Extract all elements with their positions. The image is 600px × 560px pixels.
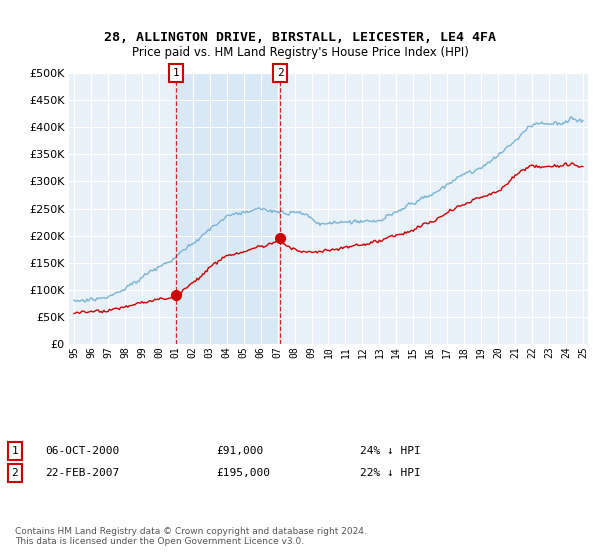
Text: 28, ALLINGTON DRIVE, BIRSTALL, LEICESTER, LE4 4FA: 28, ALLINGTON DRIVE, BIRSTALL, LEICESTER…: [104, 31, 496, 44]
Bar: [176, 73, 280, 344]
Text: Contains HM Land Registry data © Crown copyright and database right 2024.
This d: Contains HM Land Registry data © Crown c…: [15, 526, 367, 546]
Text: 2: 2: [11, 468, 19, 478]
Text: £91,000: £91,000: [216, 446, 263, 456]
Text: 24% ↓ HPI: 24% ↓ HPI: [360, 446, 421, 456]
Text: 22-FEB-2007: 22-FEB-2007: [45, 468, 119, 478]
Text: Price paid vs. HM Land Registry's House Price Index (HPI): Price paid vs. HM Land Registry's House …: [131, 46, 469, 59]
Text: £195,000: £195,000: [216, 468, 270, 478]
Text: 1: 1: [11, 446, 19, 456]
Text: 22% ↓ HPI: 22% ↓ HPI: [360, 468, 421, 478]
Text: 1: 1: [172, 68, 179, 78]
Text: 2: 2: [277, 68, 284, 78]
Text: 06-OCT-2000: 06-OCT-2000: [45, 446, 119, 456]
